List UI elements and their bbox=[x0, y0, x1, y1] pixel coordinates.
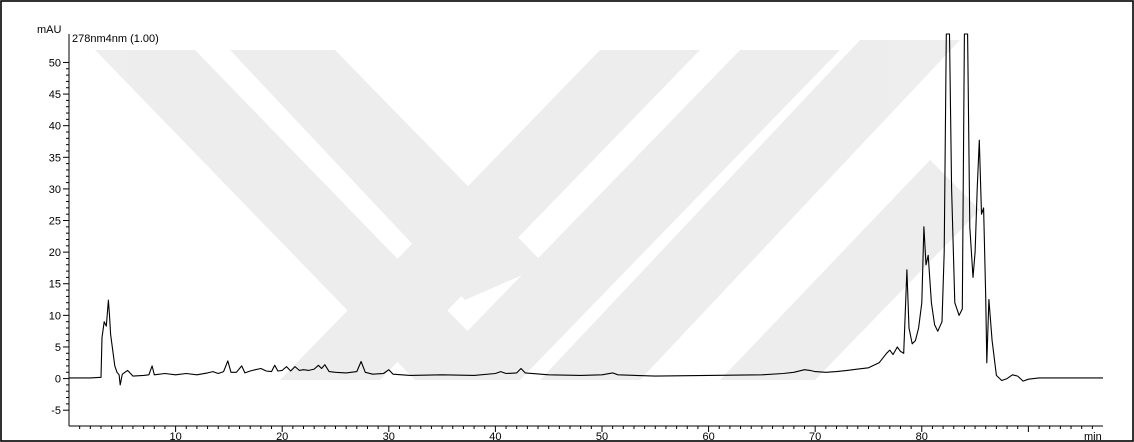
y-tick-label: 5 bbox=[55, 342, 61, 354]
y-unit-label: mAU bbox=[37, 24, 62, 36]
y-tick-label: 50 bbox=[49, 57, 61, 69]
series-label: 278nm4nm (1.00) bbox=[72, 33, 159, 45]
y-tick-label: 40 bbox=[49, 121, 61, 133]
x-tick-label: 60 bbox=[702, 431, 714, 442]
y-tick-label: 0 bbox=[55, 374, 61, 386]
y-tick-label: 10 bbox=[49, 310, 61, 322]
x-tick-label: 20 bbox=[276, 431, 288, 442]
x-tick-label: 50 bbox=[596, 431, 608, 442]
y-tick-label: 45 bbox=[49, 89, 61, 101]
y-tick-label: 20 bbox=[49, 247, 61, 259]
x-unit-label: min bbox=[1084, 431, 1102, 442]
y-tick-label: -5 bbox=[51, 405, 61, 417]
x-tick-label: 40 bbox=[489, 431, 501, 442]
x-tick-label: 80 bbox=[916, 431, 928, 442]
x-tick-label: 70 bbox=[809, 431, 821, 442]
x-tick-label: 30 bbox=[383, 431, 395, 442]
y-tick-label: 30 bbox=[49, 184, 61, 196]
y-tick-label: 35 bbox=[49, 152, 61, 164]
y-tick-label: 15 bbox=[49, 279, 61, 291]
y-tick-label: 25 bbox=[49, 216, 61, 228]
x-tick-label: 10 bbox=[169, 431, 181, 442]
